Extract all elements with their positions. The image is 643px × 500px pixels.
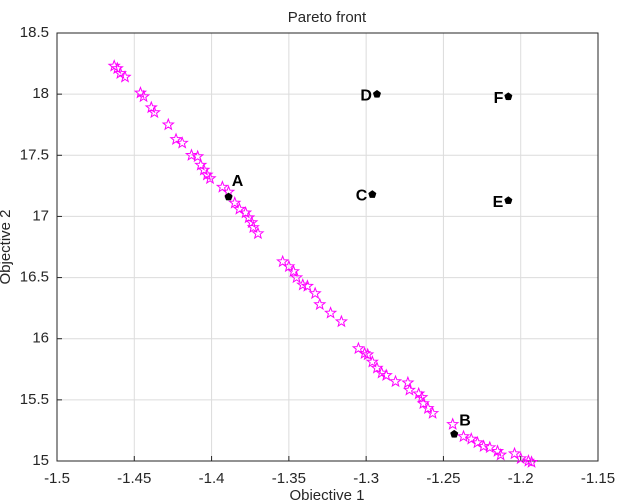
star-point bbox=[276, 254, 290, 268]
x-tick-label: -1.25 bbox=[426, 470, 460, 487]
star-point bbox=[228, 196, 242, 209]
point-label: A bbox=[232, 173, 244, 190]
plot-area bbox=[57, 33, 598, 461]
star-point bbox=[175, 136, 189, 149]
chart-title: Pareto front bbox=[288, 9, 367, 26]
star-point bbox=[361, 347, 375, 361]
star-point bbox=[456, 429, 471, 443]
star-point bbox=[147, 105, 161, 119]
plot-frame bbox=[56, 32, 599, 462]
star-point bbox=[334, 314, 349, 328]
x-tick-label: -1.4 bbox=[199, 470, 225, 487]
star-point bbox=[232, 202, 246, 215]
star-point bbox=[238, 205, 253, 219]
y-axis-label: Objective 2 bbox=[0, 209, 14, 284]
y-tick-label: 15 bbox=[32, 452, 49, 469]
star-point bbox=[197, 163, 211, 176]
star-point bbox=[415, 390, 429, 404]
star-point bbox=[144, 100, 158, 114]
star-point bbox=[379, 368, 393, 382]
star-point bbox=[524, 455, 539, 468]
star-point bbox=[477, 439, 491, 452]
star-point bbox=[388, 374, 403, 388]
point-label: B bbox=[459, 412, 471, 429]
star-point bbox=[286, 264, 301, 278]
star-point bbox=[110, 61, 124, 75]
point-label: D bbox=[360, 87, 372, 104]
x-tick-label: -1.45 bbox=[117, 470, 151, 487]
star-point bbox=[289, 270, 304, 284]
star-point bbox=[421, 401, 435, 415]
star-point bbox=[169, 132, 183, 146]
star-point bbox=[351, 341, 366, 355]
point-label: E bbox=[493, 194, 504, 211]
star-point bbox=[308, 286, 322, 300]
star-point bbox=[401, 375, 415, 389]
labeled-point bbox=[450, 429, 459, 438]
star-point bbox=[161, 117, 175, 131]
y-tick-label: 17.5 bbox=[20, 146, 49, 163]
star-point bbox=[416, 396, 430, 410]
y-tick-label: 17 bbox=[32, 207, 49, 224]
star-point bbox=[242, 210, 256, 224]
star-point bbox=[464, 432, 478, 445]
labeled-point bbox=[504, 92, 513, 101]
point-label: C bbox=[356, 188, 368, 205]
star-point bbox=[402, 383, 417, 396]
y-tick-label: 16 bbox=[32, 330, 49, 347]
x-axis-label: Objective 1 bbox=[289, 487, 364, 500]
star-point bbox=[494, 447, 508, 461]
star-point bbox=[251, 226, 265, 240]
x-tick-label: -1.5 bbox=[44, 470, 70, 487]
star-point bbox=[203, 171, 217, 185]
star-point bbox=[426, 406, 440, 419]
star-point bbox=[194, 158, 208, 171]
star-point bbox=[118, 70, 132, 83]
labeled-point bbox=[224, 192, 233, 201]
point-label: F bbox=[494, 90, 504, 107]
y-tick-label: 18 bbox=[32, 85, 49, 102]
labeled-point bbox=[504, 196, 513, 205]
x-tick-label: -1.2 bbox=[508, 470, 534, 487]
star-point bbox=[470, 435, 485, 449]
star-point bbox=[514, 451, 528, 465]
y-tick-label: 15.5 bbox=[20, 391, 49, 408]
star-point bbox=[282, 259, 296, 273]
star-point bbox=[370, 361, 384, 374]
x-tick-label: -1.3 bbox=[353, 470, 379, 487]
labeled-point bbox=[372, 89, 381, 98]
x-tick-label: -1.35 bbox=[272, 470, 306, 487]
labeled-point bbox=[368, 190, 377, 198]
star-point bbox=[446, 417, 460, 430]
star-point bbox=[300, 279, 315, 292]
star-point bbox=[507, 446, 522, 460]
y-tick-label: 16.5 bbox=[20, 269, 49, 286]
star-point bbox=[246, 220, 260, 234]
star-point bbox=[136, 89, 151, 103]
star-point bbox=[191, 149, 205, 163]
x-tick-label: -1.15 bbox=[581, 470, 615, 487]
star-point bbox=[365, 355, 379, 368]
star-point bbox=[215, 180, 229, 193]
y-tick-label: 18.5 bbox=[20, 24, 49, 41]
star-point bbox=[483, 440, 497, 454]
star-point bbox=[184, 148, 199, 161]
star-point bbox=[313, 297, 327, 311]
star-point bbox=[323, 306, 338, 319]
